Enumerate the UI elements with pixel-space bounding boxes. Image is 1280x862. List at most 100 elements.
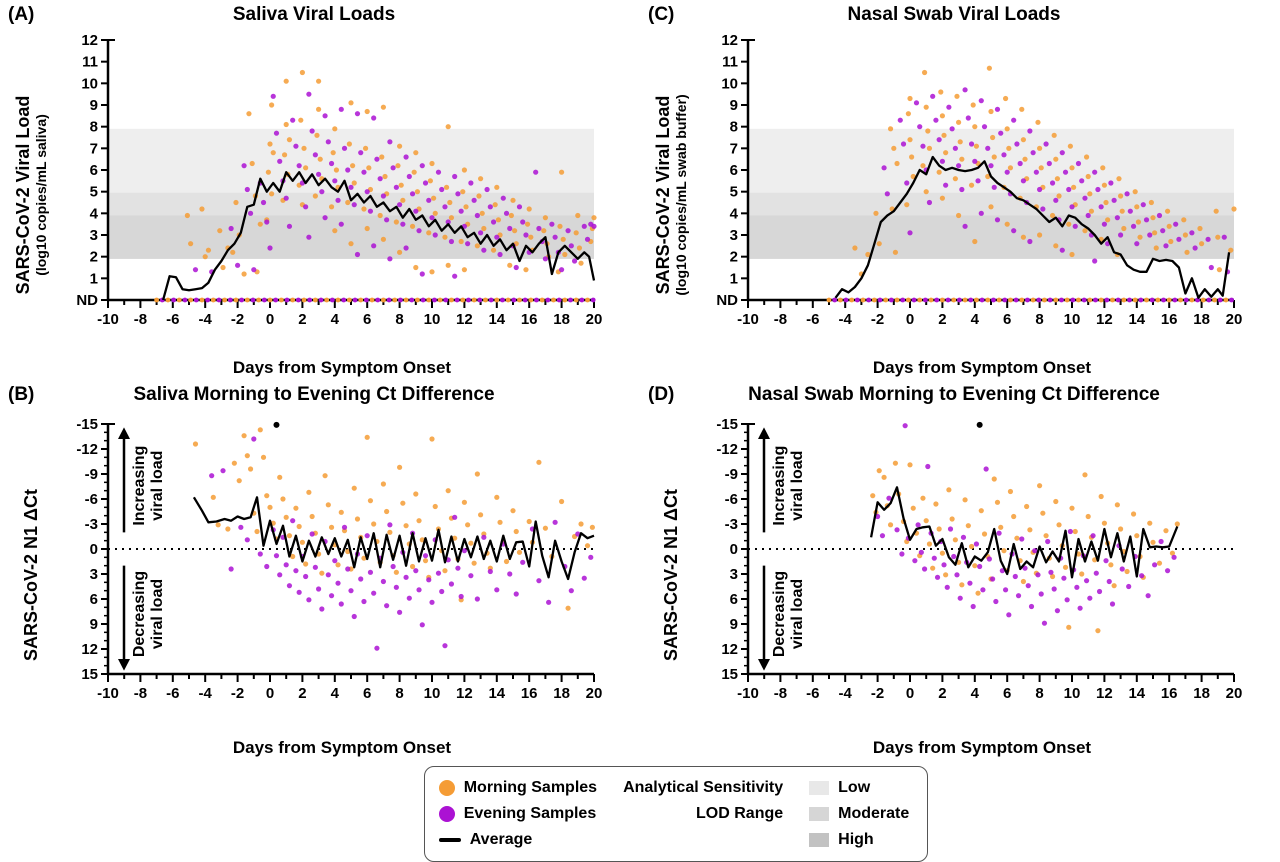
x-tick-label: 12 (456, 685, 473, 702)
x-tick-label: -6 (806, 311, 819, 328)
panel-d-header: (D) Nasal Swab Morning to Evening Ct Dif… (640, 380, 1280, 412)
x-tick-label: -6 (806, 685, 819, 702)
panel-b-x-axis-label: Days from Symptom Onset (232, 738, 452, 757)
panel-b-y-axis-label: SARS-CoV-2 N1 ΔCt (21, 489, 41, 661)
x-tick-label: 8 (1035, 685, 1043, 702)
y-tick-label: -15 (76, 416, 98, 433)
x-tick-label: 8 (1035, 311, 1043, 328)
x-tick-label: -6 (166, 685, 179, 702)
y-tick-label: -9 (725, 466, 738, 483)
y-tick-label: 9 (730, 97, 738, 114)
black-outlier-point (976, 421, 983, 428)
scatter-morning (870, 460, 1180, 634)
scatter-morning (852, 65, 1237, 277)
panel-b-label: (B) (8, 384, 35, 405)
x-tick-label: 14 (1128, 311, 1145, 328)
panel-c: (C) Nasal Swab Viral Loads SARS-CoV-2 Vi… (640, 0, 1280, 380)
x-tick-label: 20 (586, 311, 603, 328)
x-tick-label: -8 (134, 311, 147, 328)
lod-high-swatch-icon (809, 833, 830, 847)
y-tick-label: 3 (730, 566, 738, 583)
x-tick-label: -8 (774, 685, 787, 702)
x-tick-label: -4 (839, 311, 853, 328)
y-tick-label: 4 (90, 205, 99, 222)
legend-moderate-label: Moderate (838, 805, 910, 822)
evening-sample-dot-icon (438, 806, 455, 822)
panel-a-y-axis-label: SARS-CoV-2 Viral Load (log10 copies/mL s… (13, 95, 49, 295)
x-tick-label: 20 (586, 685, 603, 702)
x-tick-label: -10 (737, 685, 759, 702)
y-tick-label: 5 (90, 184, 98, 201)
panel-b-header: (B) Saliva Morning to Evening Ct Differe… (0, 380, 640, 412)
scatter-evening (875, 423, 1177, 626)
legend-lod-column: Low Moderate High (809, 775, 909, 853)
y-tick-label: 0 (730, 541, 738, 558)
x-tick-label: 16 (1161, 311, 1178, 328)
panel-c-body: SARS-CoV-2 Viral Load (log10 copies/mL s… (640, 32, 1280, 358)
y-tick-label: 15 (721, 666, 738, 683)
y-tick-label: 11 (82, 54, 98, 71)
x-tick-label: 16 (521, 311, 538, 328)
x-axis-ticks: -10 -8 -6 -4 -2 0 2 4 6 8 10 12 14 16 18 20 (737, 674, 1242, 702)
y-tick-label: 12 (721, 641, 738, 658)
x-tick-label: 2 (298, 685, 306, 702)
y-tick-label: 6 (730, 591, 738, 608)
x-tick-label: -10 (737, 311, 759, 328)
panel-d-x-axis-label: Days from Symptom Onset (872, 738, 1092, 757)
panel-a-x-axis-label: Days from Symptom Onset (232, 358, 452, 377)
y-tick-label: 6 (90, 591, 98, 608)
x-tick-label: 8 (395, 685, 403, 702)
x-tick-label: 0 (906, 311, 914, 328)
y-tick-label: 1 (730, 270, 738, 287)
x-axis-ticks: -10 -8 -6 -4 -2 0 2 4 6 8 10 12 14 16 18 20 (737, 300, 1242, 328)
x-tick-label: -2 (871, 311, 884, 328)
lod-band-high (748, 215, 1234, 259)
increasing-arrowhead (118, 427, 130, 439)
decreasing-arrowhead (758, 659, 770, 671)
y-tick-label: 5 (730, 184, 738, 201)
nd-row-morning (826, 297, 1229, 303)
legend-item-moderate: Moderate (809, 801, 909, 827)
y-tick-label: 0 (90, 541, 98, 558)
x-tick-label: -4 (199, 311, 213, 328)
legend: Morning Samples Evening Samples Average … (423, 766, 929, 862)
x-tick-label: -10 (97, 311, 119, 328)
black-outlier-point (273, 421, 280, 428)
x-tick-label: -2 (231, 685, 244, 702)
x-tick-label: 20 (1226, 685, 1243, 702)
x-tick-label: 18 (553, 685, 570, 702)
panel-c-y-axis-label: SARS-CoV-2 Viral Load (log10 copies/mL s… (653, 94, 689, 296)
annotation-decreasing-line2: viral load (789, 579, 806, 649)
figure: (A) Saliva Viral Loads SARS-CoV-2 Viral … (0, 0, 1280, 757)
panel-d-y-axis-label: SARS-CoV-2 N1 ΔCt (661, 489, 681, 661)
annotation-increasing-line1: Increasing (771, 446, 788, 526)
y-tick-label: 12 (81, 32, 98, 49)
annotation-increasing-line1: Increasing (131, 446, 148, 526)
x-tick-label: 10 (1064, 311, 1081, 328)
x-tick-label: 10 (424, 685, 441, 702)
x-tick-label: -8 (134, 685, 147, 702)
legend-sensitivity-line1: Analytical Sensitivity (623, 779, 784, 796)
y-axis-ticks: -15 -12 -9 -6 -3 0 3 6 9 12 15 (716, 416, 748, 683)
x-tick-label: 14 (488, 685, 505, 702)
legend-sensitivity-title: Analytical Sensitivity LOD Range (623, 775, 783, 827)
x-tick-label: 6 (363, 311, 371, 328)
scatter-evening (881, 87, 1231, 275)
chart-nasal-swab-viral-loads: -10 -8 -6 -4 -2 0 2 4 6 8 10 12 14 16 18 20ND1234567891… (716, 32, 1242, 328)
x-axis-ticks: -10 -8 -6 -4 -2 0 2 4 6 8 10 12 14 16 18 20 (97, 674, 602, 702)
x-tick-label: 2 (938, 311, 946, 328)
panel-a-body: SARS-CoV-2 Viral Load (log10 copies/mL s… (0, 32, 640, 358)
panel-a-title: Saliva Viral Loads (232, 4, 396, 25)
x-tick-label: 4 (331, 685, 340, 702)
x-tick-label: 6 (1003, 685, 1011, 702)
y-tick-label: 15 (81, 666, 98, 683)
x-tick-label: 12 (1096, 311, 1113, 328)
x-tick-label: 8 (395, 311, 403, 328)
scatter-morning (184, 69, 597, 277)
x-tick-label: 18 (1193, 311, 1210, 328)
panel-a-header: (A) Saliva Viral Loads (0, 0, 640, 32)
x-tick-label: 0 (266, 685, 274, 702)
x-tick-label: 0 (906, 685, 914, 702)
y-tick-label: -6 (85, 491, 98, 508)
scatter-morning (192, 427, 595, 611)
